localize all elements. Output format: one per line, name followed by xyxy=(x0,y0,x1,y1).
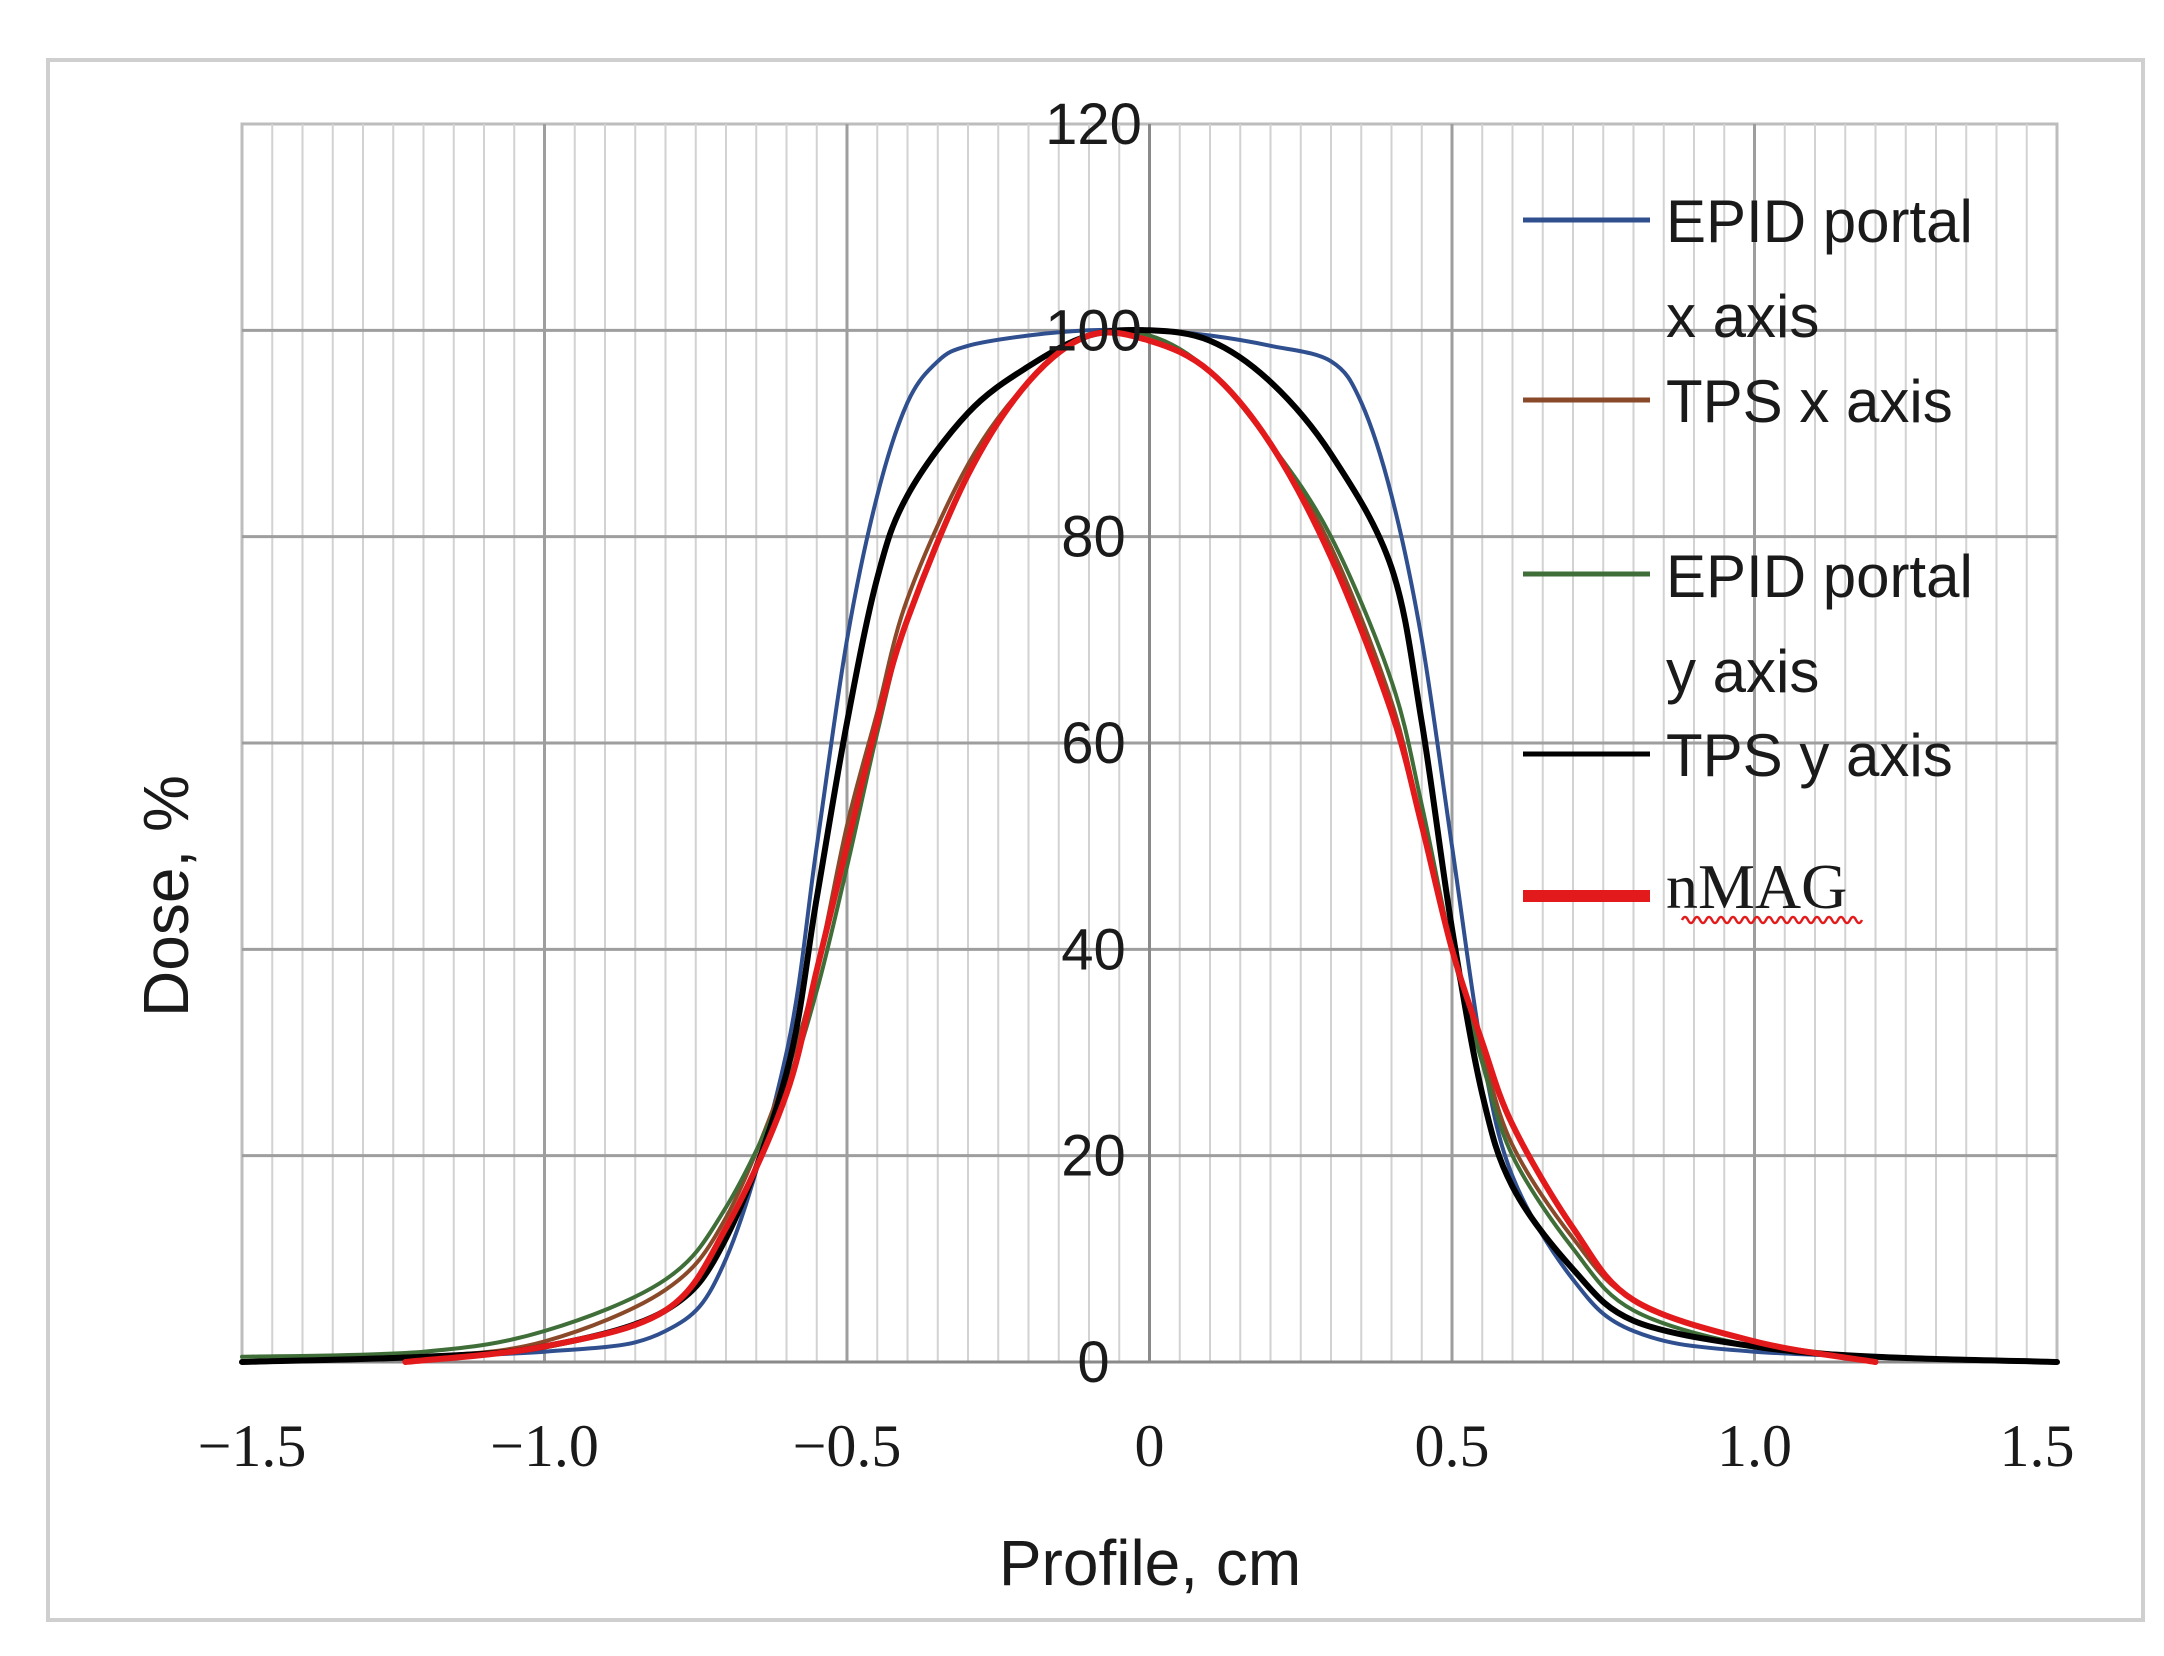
x-tick-label: 0 xyxy=(1135,1413,1165,1479)
legend-item: EPID portal y axis xyxy=(1523,543,1973,705)
x-tick-labels: −1.5 −1.0 −0.5 0 0.5 1.0 1.5 xyxy=(198,1413,2075,1479)
grid xyxy=(240,122,2059,1364)
y-tick-label: 40 xyxy=(1061,917,1126,982)
y-tick-label: 20 xyxy=(1061,1124,1126,1189)
legend-item: nMAG xyxy=(1523,851,1864,925)
legend-label: TPS y axis xyxy=(1666,722,1953,789)
y-tick-labels: 0 20 40 60 80 100 120 xyxy=(1045,92,1142,1395)
legend-label: EPID portal xyxy=(1666,543,1973,610)
y-tick-label: 0 xyxy=(1077,1330,1109,1395)
x-tick-label: 1.0 xyxy=(1717,1413,1792,1479)
y-tick-label: 60 xyxy=(1061,711,1126,776)
y-tick-label: 100 xyxy=(1045,298,1142,363)
y-axis-title: Dose, % xyxy=(130,775,202,1017)
legend-label: EPID portal xyxy=(1666,188,1973,255)
series-line-epid-portal-y-axis xyxy=(240,328,2059,1364)
legend-label: TPS x axis xyxy=(1666,368,1953,435)
spellcheck-underline xyxy=(1680,915,1864,925)
legend-label: y axis xyxy=(1666,638,1819,705)
legend-item: TPS x axis xyxy=(1523,368,1953,435)
x-tick-label: 0.5 xyxy=(1415,1413,1490,1479)
x-tick-label: −1.0 xyxy=(490,1413,599,1479)
legend-item: TPS y axis xyxy=(1523,722,1953,789)
legend-label: x axis xyxy=(1666,283,1819,350)
y-tick-label: 120 xyxy=(1045,92,1142,157)
series-line-nmag xyxy=(402,329,1879,1365)
legend: EPID portal x axis TPS x axis EPID portal y … xyxy=(1523,188,1973,925)
legend-item: EPID portal x axis xyxy=(1523,188,1973,350)
x-tick-label: 1.5 xyxy=(2000,1413,2075,1479)
series-line-tps-y-axis xyxy=(239,326,2060,1365)
legend-label: nMAG xyxy=(1666,851,1847,922)
series-lines xyxy=(239,326,2060,1365)
y-tick-label: 80 xyxy=(1061,505,1126,570)
x-tick-label: −1.5 xyxy=(198,1413,307,1479)
x-tick-label: −0.5 xyxy=(793,1413,902,1479)
x-axis-title: Profile, cm xyxy=(999,1527,1301,1599)
